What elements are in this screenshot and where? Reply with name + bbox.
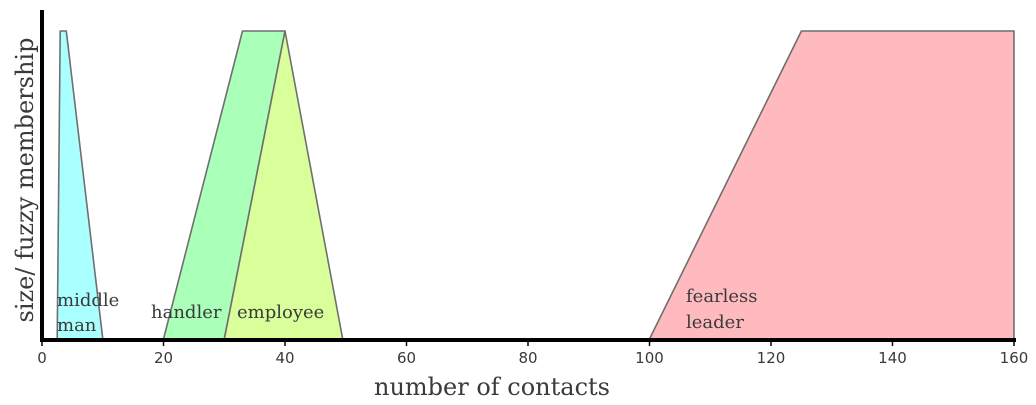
series-label-employee-line-1: employee [237,302,324,323]
x-tick-label-40: 40 [275,349,294,367]
x-tick-label-140: 140 [878,349,907,367]
series-labels-layer: middle man handler employee fearless leader [57,286,758,336]
x-tick-label-20: 20 [154,349,173,367]
series-label-middle-man-line-1: middle [57,290,119,311]
series-label-fearless-leader-line-1: fearless [686,286,758,307]
series-label-middle-man-line-2: man [57,315,97,336]
y-axis-title: size/ fuzzy membership [11,38,39,323]
x-tick-label-120: 120 [757,349,786,367]
x-axis-title: number of contacts [374,373,610,401]
x-tick-label-60: 60 [397,349,416,367]
x-tick-label-160: 160 [1000,349,1029,367]
series-label-fearless-leader-line-2: leader [686,312,744,333]
x-tick-label-100: 100 [635,349,664,367]
x-tick-label-0: 0 [37,349,47,367]
series-label-handler-line-1: handler [151,302,222,323]
areas-layer [56,30,1015,340]
x-tick-label-80: 80 [518,349,537,367]
x-ticks-layer: 0 20 40 60 80 100 120 140 160 [37,340,1028,367]
